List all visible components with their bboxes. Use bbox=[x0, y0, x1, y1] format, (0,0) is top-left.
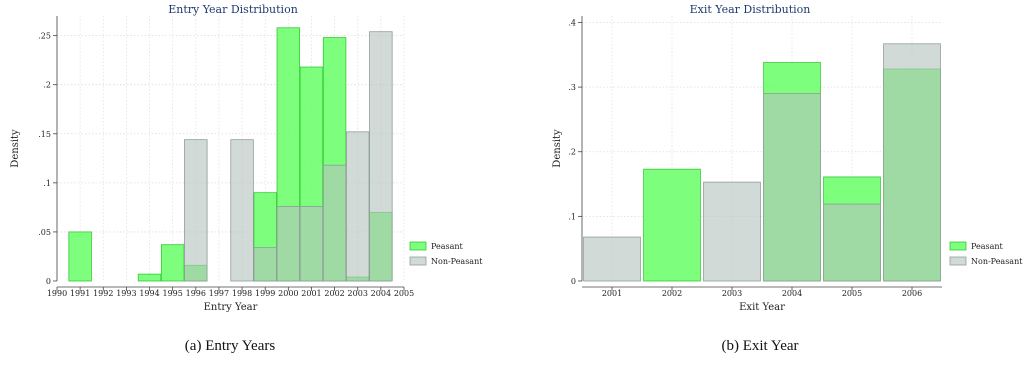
non-peasant-bar bbox=[346, 131, 370, 282]
figure-caption: (b) Exit Year bbox=[721, 338, 798, 354]
x-tick-label: 2004 bbox=[782, 289, 802, 298]
y-tick-label: .25 bbox=[38, 32, 51, 41]
x-tick-label: 2001 bbox=[602, 289, 622, 298]
legend: Peasant Non-Peasant bbox=[409, 241, 483, 266]
legend-swatch-peasant bbox=[949, 241, 967, 251]
x-tick-label: 2003 bbox=[722, 289, 742, 298]
non-peasant-bar bbox=[763, 93, 821, 282]
non-peasant-bar bbox=[369, 31, 393, 282]
legend-swatch-non-peasant bbox=[409, 256, 427, 266]
non-peasant-bar bbox=[583, 236, 641, 282]
x-axis-label: Exit Year bbox=[739, 302, 785, 313]
exit-chart: 0 .1 .2 .3 .4 2001 2002 2003 2004 2005 2006 Exit Ye… bbox=[552, 3, 1023, 354]
y-axis-label: Density bbox=[552, 129, 563, 168]
y-tick-label: 0 bbox=[46, 277, 51, 286]
y-tick-label: .2 bbox=[43, 81, 51, 90]
non-peasant-bar bbox=[184, 139, 208, 282]
legend-swatch-non-peasant bbox=[949, 256, 967, 266]
legend-label-non-peasant: Non-Peasant bbox=[431, 257, 483, 266]
y-tick-label: .1 bbox=[43, 179, 51, 188]
x-axis-label: Entry Year bbox=[204, 302, 258, 313]
x-tick-label: 2002 bbox=[662, 289, 682, 298]
legend: Peasant Non-Peasant bbox=[949, 241, 1023, 266]
x-tick-label: 2000 bbox=[278, 289, 298, 298]
x-tick-label: 1998 bbox=[232, 289, 252, 298]
entry-chart: 0 .05 .1 .15 .2 .25 1990 1991 1992 1993 1994 1995 19… bbox=[10, 3, 483, 354]
non-peasant-bar bbox=[276, 206, 301, 282]
legend-label-peasant: Peasant bbox=[971, 242, 1004, 251]
peasant-bar bbox=[643, 168, 701, 282]
y-tick-label: .2 bbox=[568, 148, 576, 157]
non-peasant-bar bbox=[230, 139, 254, 282]
chart-title: Entry Year Distribution bbox=[168, 3, 298, 16]
non-peasant-bar bbox=[823, 203, 881, 282]
x-tick-label: 1993 bbox=[116, 289, 136, 298]
peasant-bar bbox=[137, 273, 162, 282]
y-tick-label: .3 bbox=[568, 83, 576, 92]
legend-swatch-peasant bbox=[409, 241, 427, 251]
x-tick-label: 1997 bbox=[209, 289, 229, 298]
non-peasant-bar bbox=[299, 206, 324, 282]
x-tick-label: 2001 bbox=[301, 289, 321, 298]
x-tick-label: 2005 bbox=[394, 289, 414, 298]
x-tick-label: 1996 bbox=[186, 289, 206, 298]
x-tick-label: 2004 bbox=[371, 289, 391, 298]
peasant-bar bbox=[68, 231, 92, 282]
x-tick-label: 2002 bbox=[324, 289, 344, 298]
x-tick-label: 1994 bbox=[139, 289, 159, 298]
non-peasant-bar bbox=[253, 247, 277, 282]
plot-area bbox=[582, 16, 942, 281]
peasant-bar bbox=[160, 244, 185, 282]
x-tick-label: 2005 bbox=[842, 289, 862, 298]
legend-label-peasant: Peasant bbox=[431, 242, 464, 251]
y-tick-label: .1 bbox=[568, 212, 576, 221]
non-peasant-bar bbox=[883, 43, 941, 282]
y-tick-label: .05 bbox=[38, 228, 51, 237]
figure-caption: (a) Entry Years bbox=[185, 338, 276, 354]
legend-label-non-peasant: Non-Peasant bbox=[971, 257, 1023, 266]
x-tick-label: 1991 bbox=[70, 289, 90, 298]
y-tick-label: .4 bbox=[568, 18, 576, 27]
x-tick-label: 1992 bbox=[93, 289, 113, 298]
x-tick-label: 1995 bbox=[162, 289, 182, 298]
non-peasant-bar bbox=[322, 164, 347, 282]
x-tick-label: 2003 bbox=[348, 289, 368, 298]
y-tick-label: 0 bbox=[571, 277, 576, 286]
x-tick-label: 1999 bbox=[255, 289, 275, 298]
chart-title: Exit Year Distribution bbox=[690, 3, 811, 16]
x-tick-label: 1990 bbox=[47, 289, 67, 298]
non-peasant-bar bbox=[703, 181, 761, 282]
x-tick-label: 2006 bbox=[902, 289, 922, 298]
y-tick-label: .15 bbox=[38, 130, 51, 139]
y-axis-label: Density bbox=[10, 129, 21, 168]
